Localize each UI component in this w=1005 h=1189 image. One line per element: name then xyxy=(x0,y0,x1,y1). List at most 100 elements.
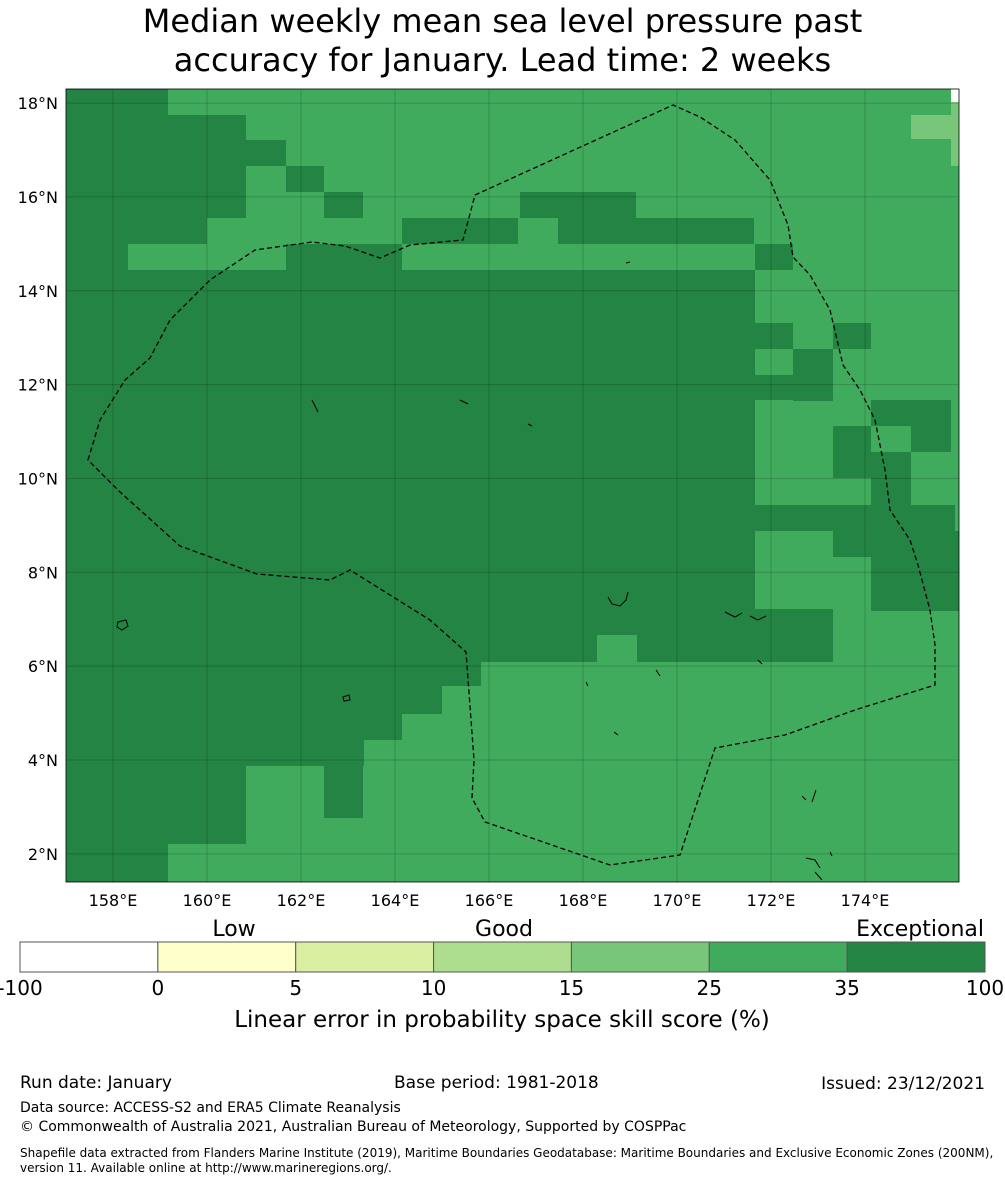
island-outline xyxy=(805,851,833,881)
colorbar-category: Low xyxy=(212,917,255,942)
skill-cell-good xyxy=(755,531,793,583)
skill-cell-exceptional xyxy=(833,426,871,452)
skill-cell-exceptional xyxy=(66,270,755,610)
skill-cell-exceptional xyxy=(755,244,793,270)
island-outline xyxy=(311,261,631,427)
colorbar-tick-label: 5 xyxy=(289,976,302,1000)
skill-cell-good xyxy=(207,218,285,244)
skill-cell-exceptional xyxy=(66,610,481,686)
skill-cell-exceptional xyxy=(755,505,955,531)
skill-cell-exceptional xyxy=(558,218,754,244)
colorbar-tick-label: 100 xyxy=(966,976,1004,1000)
colorbar-tick-label: 10 xyxy=(421,976,446,1000)
latitude-labels: 18°N 16°N 14°N 12°N 10°N 8°N 6°N 4°N 2°N xyxy=(18,94,58,864)
skill-cell-exceptional xyxy=(597,609,755,635)
latitude-label: 8°N xyxy=(28,563,58,582)
longitude-label: 170°E xyxy=(653,891,702,910)
colorbar-tick-label: 0 xyxy=(151,976,164,1000)
skill-cell-exceptional xyxy=(911,583,959,609)
colorbar-category: Exceptional xyxy=(856,917,984,942)
latitude-label: 18°N xyxy=(18,94,58,113)
title-line-1: Median weekly mean sea level pressure pa… xyxy=(142,2,863,40)
latitude-label: 12°N xyxy=(18,376,58,395)
colorbar xyxy=(19,941,986,973)
colorbar-tick-label: 35 xyxy=(834,976,859,1000)
longitude-label: 168°E xyxy=(559,891,608,910)
island-outlines xyxy=(116,261,833,881)
colorbar-label: Linear error in probability space skill … xyxy=(234,1007,770,1033)
skill-cell-exceptional xyxy=(481,609,597,662)
island-outline xyxy=(585,659,763,736)
skill-cell-exceptional xyxy=(637,635,755,662)
colorbar-tick-labels: -100 0 5 10 15 25 35 100 xyxy=(0,976,1004,1000)
copyright: © Commonwealth of Australia 2021, Austra… xyxy=(20,1119,687,1135)
colorbar-tick-label: -100 xyxy=(0,976,43,1000)
map-title: Median weekly mean sea level pressure pa… xyxy=(0,2,1005,80)
skill-cell-exceptional xyxy=(833,323,871,349)
skill-cell-exceptional xyxy=(833,452,871,478)
skill-cell-good xyxy=(128,244,284,270)
colorbar-swatch xyxy=(708,941,848,973)
skill-cell-exceptional xyxy=(66,686,442,714)
skill-cell-exceptional xyxy=(66,714,402,740)
latitude-label: 14°N xyxy=(18,282,58,301)
skill-cell-exceptional xyxy=(246,140,286,166)
skill-cell-good xyxy=(755,270,793,323)
skill-cell-exceptional xyxy=(66,89,168,115)
skill-cell-edge xyxy=(951,102,959,166)
island-outline xyxy=(801,789,817,803)
colorbar-category: Good xyxy=(475,917,533,942)
skill-cell-exceptional xyxy=(871,400,951,426)
skill-cell-exceptional xyxy=(66,740,364,766)
eez-boundary xyxy=(87,104,936,866)
skill-cell-good xyxy=(755,400,793,426)
skill-cell-exceptional xyxy=(66,218,128,244)
skill-cell-exceptional xyxy=(755,375,793,401)
longitude-label: 172°E xyxy=(747,891,796,910)
longitude-label: 174°E xyxy=(841,891,890,910)
graticule xyxy=(66,89,959,882)
skill-cell-exceptional xyxy=(324,192,363,218)
skill-cell-exceptional xyxy=(755,609,833,662)
skill-cell-exceptional xyxy=(793,375,833,401)
run-date: Run date: January xyxy=(20,1073,172,1093)
skill-cell-good xyxy=(520,218,558,244)
skill-cell-exceptional xyxy=(324,766,363,818)
skill-cell-good xyxy=(793,557,871,583)
longitude-labels: 158°E 160°E 162°E 164°E 166°E 168°E 170°E 172°E… xyxy=(89,891,890,910)
colorbar-tick-label: 15 xyxy=(559,976,584,1000)
base-period: Base period: 1981-2018 xyxy=(394,1073,599,1093)
colorbar-swatch xyxy=(157,941,297,973)
skill-cell-exceptional xyxy=(793,349,833,375)
colorbar-swatch xyxy=(846,941,986,973)
data-source: Data source: ACCESS-S2 and ERA5 Climate … xyxy=(20,1100,401,1116)
shapefile-credit: Shapefile data extracted from Flanders M… xyxy=(20,1146,994,1175)
longitude-label: 166°E xyxy=(465,891,514,910)
latitude-label: 4°N xyxy=(28,751,58,770)
island-outline xyxy=(116,619,129,631)
skill-cell-exceptional xyxy=(833,531,871,557)
title-line-2: accuracy for January. Lead time: 2 weeks xyxy=(173,41,832,79)
longitude-label: 162°E xyxy=(277,891,326,910)
skill-cell-exceptional xyxy=(402,218,518,244)
skill-cell-exceptional xyxy=(911,426,951,452)
colorbar-swatch xyxy=(295,941,435,973)
colorbar-swatch xyxy=(570,941,710,973)
skill-cell-exceptional xyxy=(66,192,207,218)
latitude-label: 16°N xyxy=(18,188,58,207)
colorbar-category-labels: Low Good Exceptional xyxy=(212,917,984,942)
latitude-label: 10°N xyxy=(18,469,58,488)
colorbar-swatch xyxy=(433,941,572,973)
skill-grid xyxy=(66,89,959,882)
longitude-label: 164°E xyxy=(371,891,420,910)
skill-cell-exceptional xyxy=(520,192,636,218)
island-outline xyxy=(607,591,629,607)
latitude-label: 6°N xyxy=(28,657,58,676)
colorbar-swatch xyxy=(19,941,159,973)
map-frame xyxy=(65,88,960,883)
issued-date: Issued: 23/12/2021 xyxy=(821,1074,985,1094)
longitude-label: 158°E xyxy=(89,891,138,910)
skill-cell-exceptional xyxy=(286,244,402,270)
colorbar-tick-label: 25 xyxy=(697,976,722,1000)
